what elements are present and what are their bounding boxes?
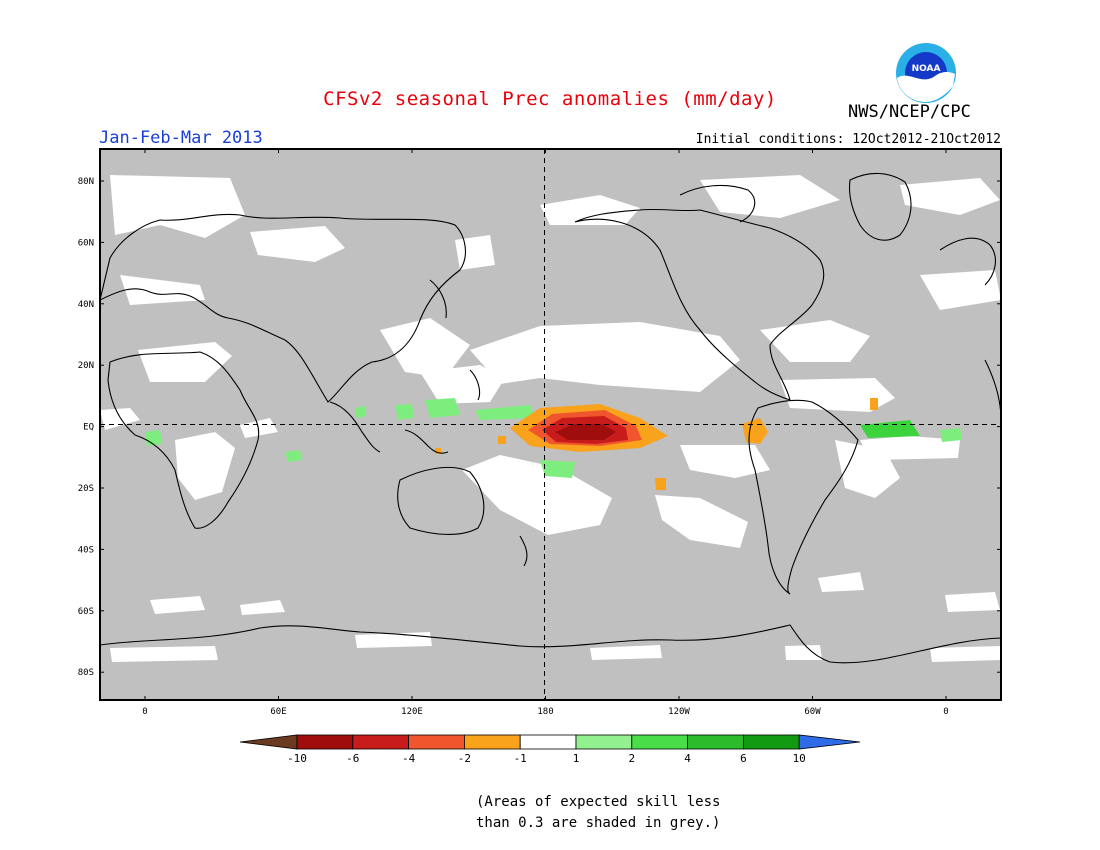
- colorbar-swatch: [687, 734, 744, 750]
- lat-tick-label: 40N: [78, 300, 94, 310]
- colorbar-swatch: [631, 734, 688, 750]
- colorbar-swatch: [352, 734, 409, 750]
- lon-tick-label: 60E: [270, 707, 286, 717]
- noaa-logo: NOAA: [895, 42, 957, 104]
- colorbar-arrow-low: [239, 734, 298, 750]
- lat-tick-label: 80N: [78, 177, 94, 187]
- lon-tick-label: 0: [943, 707, 948, 717]
- lat-tick-label: 60S: [78, 607, 94, 617]
- colorbar-swatch: [296, 734, 354, 750]
- lat-tick-label: 40S: [78, 545, 94, 555]
- lon-tick-label: 180: [537, 707, 553, 717]
- initial-conditions-label: Initial conditions: 12Oct2012-21Oct2012: [695, 132, 1001, 147]
- colorbar-label: -2: [458, 752, 471, 765]
- lon-tick-label: 120E: [401, 707, 423, 717]
- colorbar-label: -1: [514, 752, 527, 765]
- colorbar-label: 6: [740, 752, 747, 765]
- lat-tick-label: 20S: [78, 484, 94, 494]
- logo-text: NOAA: [912, 64, 941, 74]
- colorbar-label: -10: [287, 752, 307, 765]
- lon-tick-label: 120W: [668, 707, 690, 717]
- chart-title: CFSv2 seasonal Prec anomalies (mm/day): [323, 88, 777, 110]
- note-line-1: (Areas of expected skill less: [476, 794, 721, 810]
- lon-tick-label: 0: [142, 707, 147, 717]
- lat-tick-label: 20N: [78, 361, 94, 371]
- latitude-axis: 80N 60N 40N 20N EQ 20S 40S 60S 80S: [78, 177, 1001, 678]
- land-outlines: [100, 172, 1001, 700]
- wet-anomaly-areas: [145, 398, 962, 478]
- season-label: Jan-Feb-Mar 2013: [99, 128, 263, 148]
- colorbar-label: 2: [628, 752, 635, 765]
- agency-label: NWS/NCEP/CPC: [848, 102, 971, 122]
- colorbar-arrow-high: [798, 734, 861, 750]
- skill-note: (Areas of expected skill less than 0.3 a…: [476, 792, 720, 834]
- colorbar-label: 10: [793, 752, 806, 765]
- lat-tick-label: EQ: [83, 423, 94, 433]
- colorbar-swatch: [408, 734, 465, 750]
- colorbar-legend: -10 -6 -4 -2 -1 1 2 4 6 10: [239, 734, 861, 765]
- colorbar-swatch: [575, 734, 633, 750]
- lat-tick-label: 60N: [78, 238, 94, 248]
- colorbar-label: -4: [402, 752, 416, 765]
- colorbar-swatch: [519, 734, 577, 750]
- longitude-axis: 0 60E 120E 180 120W 60W 0: [142, 149, 949, 717]
- colorbar-swatch: [463, 734, 521, 750]
- note-line-2: than 0.3 are shaded in grey.): [476, 815, 721, 831]
- colorbar-swatch: [743, 734, 800, 750]
- colorbar-label: 1: [573, 752, 580, 765]
- colorbar-label: 4: [684, 752, 691, 765]
- lat-tick-label: 80S: [78, 668, 94, 678]
- colorbar-label: -6: [346, 752, 359, 765]
- lon-tick-label: 60W: [804, 707, 821, 717]
